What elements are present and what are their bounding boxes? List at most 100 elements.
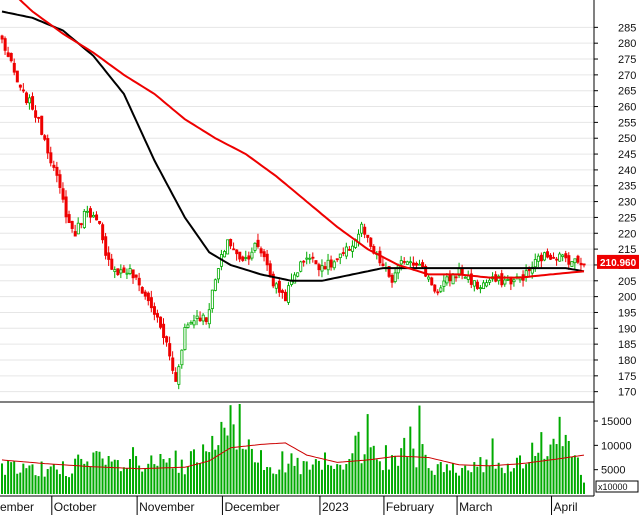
candle-body: [503, 279, 507, 285]
volume-bar: [555, 444, 558, 494]
candle: [177, 364, 181, 390]
volume-unit-box: [595, 480, 639, 493]
candle: [299, 260, 303, 273]
volume-bar: [202, 444, 205, 494]
candle: [95, 211, 99, 221]
volume-bar: [323, 452, 326, 494]
candle: [247, 251, 251, 265]
candle-body: [442, 280, 446, 287]
volume-bar: [250, 448, 253, 494]
candle: [256, 233, 260, 249]
volume-bar: [144, 468, 147, 494]
candle: [448, 270, 452, 287]
candle-body: [95, 214, 99, 221]
month-label: March: [459, 500, 492, 514]
candle: [512, 277, 516, 287]
candle-body: [265, 253, 269, 266]
candle-body: [567, 255, 571, 265]
panel-frames: [0, 0, 595, 497]
candle-body: [73, 231, 77, 237]
candle-body: [500, 273, 504, 286]
candle-body: [140, 287, 144, 294]
volume-bar: [64, 475, 67, 494]
volume-bar: [135, 456, 138, 494]
candle: [244, 250, 248, 262]
candle: [408, 256, 412, 268]
candle: [85, 205, 89, 218]
candle: [482, 280, 486, 289]
candle: [213, 278, 217, 292]
candle-body: [82, 210, 86, 228]
volume-bar: [189, 451, 192, 494]
candle-body: [137, 277, 141, 286]
candle: [524, 264, 528, 282]
candle-body: [31, 96, 35, 110]
candle-body: [70, 220, 74, 229]
candle: [9, 52, 13, 63]
volume-bar: [418, 405, 421, 494]
candle-body: [198, 317, 202, 322]
candle: [338, 253, 342, 265]
candle: [427, 274, 431, 283]
candle-body: [396, 265, 400, 274]
candle: [274, 281, 278, 294]
candle-body: [546, 251, 550, 258]
volume-bar: [141, 471, 144, 494]
volume-bar: [427, 468, 430, 494]
candle-body: [299, 261, 303, 272]
candle: [110, 253, 114, 270]
candle-body: [79, 223, 83, 226]
volume-bar: [168, 458, 171, 494]
candle: [113, 266, 117, 279]
candle: [116, 268, 120, 276]
volume-bar: [397, 465, 400, 494]
candle-body: [101, 224, 105, 241]
last-price-label: 210.960: [597, 254, 639, 269]
volume-bar: [579, 474, 582, 494]
candle: [189, 320, 193, 325]
candle-body: [399, 260, 403, 265]
candle-body: [229, 238, 233, 247]
month-label: ember: [0, 500, 34, 514]
candle: [88, 206, 92, 223]
volume-unit-label: x10000: [598, 482, 628, 492]
volume-bar: [409, 426, 412, 494]
candle: [128, 264, 132, 276]
candle: [332, 259, 336, 271]
volume-bar: [25, 468, 28, 494]
volume-bar: [314, 459, 317, 494]
candle-body: [317, 264, 321, 271]
volume-bar: [43, 476, 46, 494]
candle: [296, 272, 300, 278]
candle: [192, 314, 196, 329]
candle-body: [162, 323, 166, 339]
volume-bar: [308, 469, 311, 494]
volume-bar: [348, 458, 351, 494]
volume-bar: [534, 455, 537, 494]
volume-bar: [473, 462, 476, 494]
candle: [265, 249, 269, 271]
volume-bar: [525, 464, 528, 494]
volume-bar: [162, 459, 165, 494]
candle-body: [28, 97, 32, 104]
candle-body: [296, 272, 300, 277]
candle-body: [216, 268, 220, 280]
volume-bar: [360, 463, 363, 494]
candle: [314, 260, 318, 265]
volume-bar: [128, 459, 131, 494]
volume-bar: [515, 457, 518, 494]
candle: [107, 246, 111, 266]
volume-bar: [226, 435, 229, 494]
candle: [430, 276, 434, 286]
candle: [515, 273, 519, 280]
volume-bar: [576, 457, 579, 494]
candle-body: [579, 262, 583, 266]
candle-body: [247, 255, 251, 260]
volume-bar: [455, 472, 458, 494]
candle: [369, 237, 373, 250]
candle-body: [271, 273, 275, 287]
volume-bar: [476, 466, 479, 494]
candle: [143, 289, 147, 300]
candle: [152, 302, 156, 321]
price-gridlines: [0, 26, 594, 393]
